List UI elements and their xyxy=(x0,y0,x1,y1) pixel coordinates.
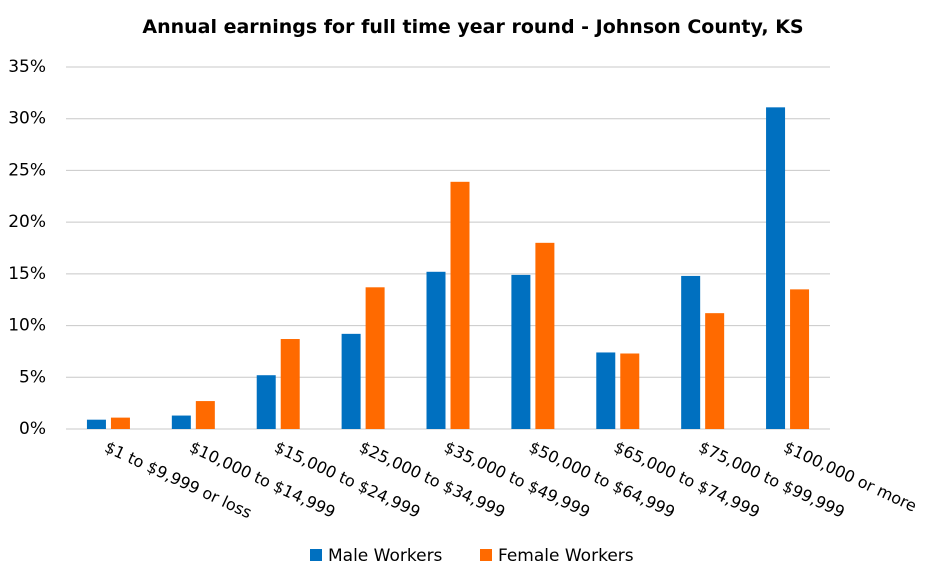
x-tick-label: $10,000 to $14,999 xyxy=(187,437,339,521)
bar xyxy=(511,274,531,429)
x-tick-label: $15,000 to $24,999 xyxy=(272,437,424,521)
y-tick-label: 30% xyxy=(8,109,46,129)
x-tick-label: $25,000 to $34,999 xyxy=(356,437,508,521)
bar xyxy=(620,353,640,429)
legend-swatch xyxy=(480,549,492,561)
bar xyxy=(681,275,701,429)
y-tick-label: 0% xyxy=(19,419,46,439)
y-tick-label: 35% xyxy=(8,57,46,77)
y-tick-label: 5% xyxy=(19,367,46,387)
legend-swatch xyxy=(310,549,322,561)
x-tick-label: $65,000 to $74,999 xyxy=(611,437,763,521)
bar xyxy=(171,415,191,429)
bar xyxy=(256,375,276,429)
bar xyxy=(280,339,300,429)
bar xyxy=(790,289,810,429)
y-tick-label: 20% xyxy=(8,212,46,232)
bar xyxy=(535,242,555,429)
bar xyxy=(365,287,385,429)
bar xyxy=(766,107,786,429)
legend-label: Male Workers xyxy=(328,546,443,566)
x-tick-label: $1 to $9,999 or loss xyxy=(102,437,255,522)
x-tick-label: $75,000 to $99,999 xyxy=(696,437,848,521)
x-tick-label: $35,000 to $49,999 xyxy=(441,437,593,521)
y-tick-label: 15% xyxy=(8,264,46,284)
bar xyxy=(341,333,361,429)
y-tick-label: 10% xyxy=(8,316,46,336)
bar xyxy=(426,271,446,429)
legend-label: Female Workers xyxy=(498,546,634,566)
x-tick-label: $50,000 to $64,999 xyxy=(526,437,678,521)
bar xyxy=(195,401,215,429)
bar xyxy=(450,181,470,429)
chart-title: Annual earnings for full time year round… xyxy=(142,16,803,38)
bar xyxy=(705,313,725,429)
y-tick-label: 25% xyxy=(8,160,46,180)
bar xyxy=(596,352,616,429)
bar xyxy=(86,419,106,429)
bar xyxy=(110,417,130,429)
